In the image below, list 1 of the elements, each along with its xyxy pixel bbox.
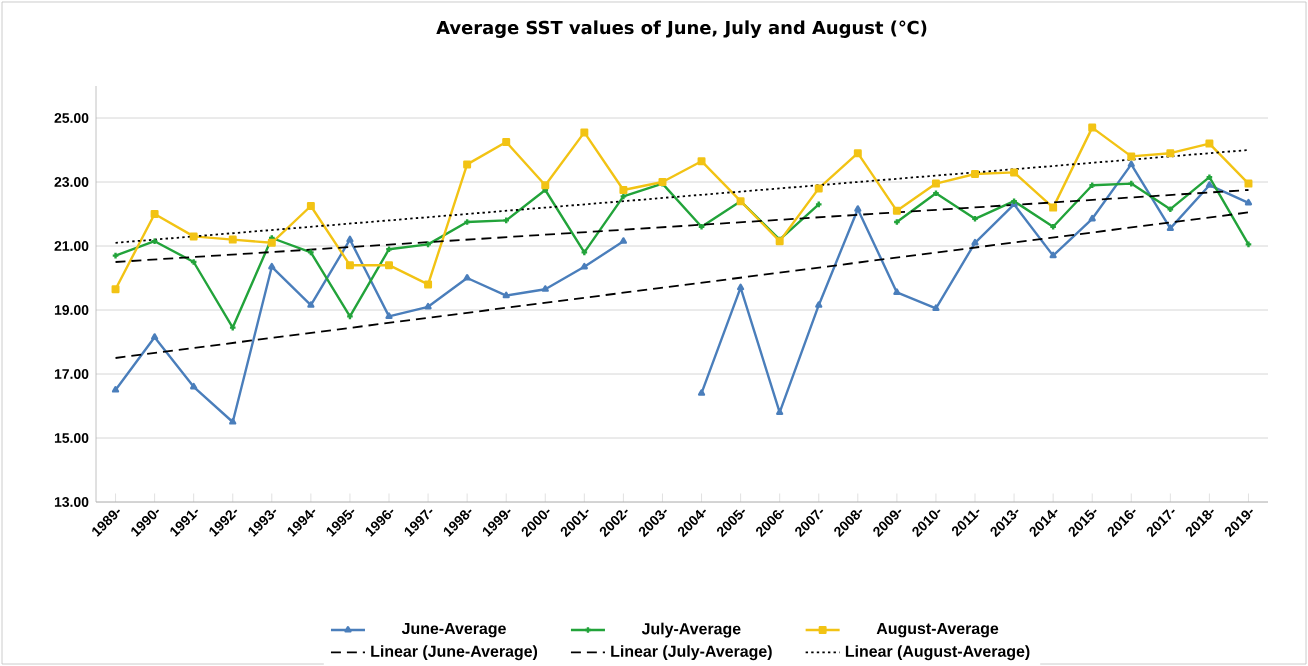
chart-title: Average SST values of June, July and August (℃) xyxy=(436,20,927,38)
